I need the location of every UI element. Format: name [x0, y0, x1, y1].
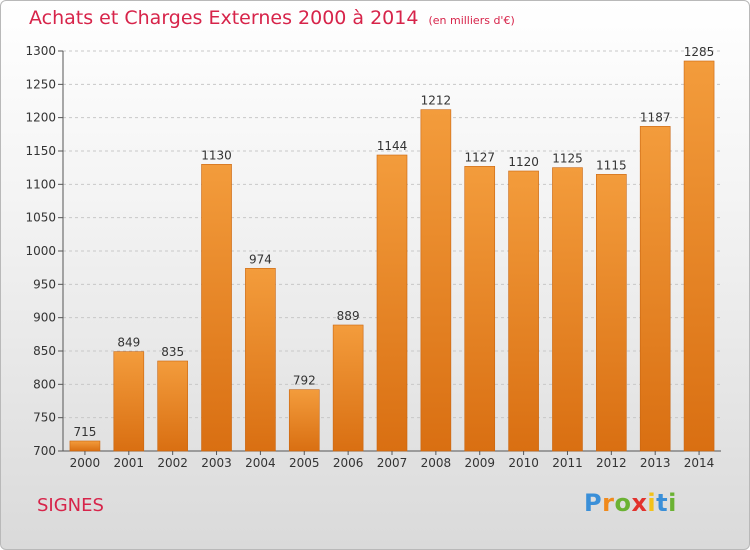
data-label: 835	[161, 345, 184, 359]
bar	[69, 440, 101, 452]
x-tick-label: 2010	[508, 456, 539, 470]
data-label: 889	[337, 309, 360, 323]
data-label: 1130	[201, 148, 232, 162]
x-tick-label: 2005	[289, 456, 320, 470]
bar	[245, 268, 276, 452]
data-label: 1125	[552, 152, 583, 166]
y-tick-label: 1300	[25, 44, 56, 58]
town-name: SIGNES	[37, 495, 104, 516]
bar	[639, 126, 671, 452]
logo-letter: r	[602, 489, 615, 517]
data-label: 1144	[377, 139, 408, 153]
logo-letter: t	[656, 489, 669, 517]
bar	[420, 109, 452, 452]
x-tick-label: 2012	[596, 456, 627, 470]
y-tick-label: 900	[33, 311, 56, 325]
x-tick-label: 2011	[552, 456, 583, 470]
proxiti-logo: Proxiti	[584, 489, 677, 517]
unit-text: (en milliers d'€)	[428, 14, 515, 27]
y-tick-label: 1000	[25, 244, 56, 258]
data-label: 849	[117, 336, 140, 350]
x-tick-label: 2013	[640, 456, 671, 470]
x-tick-labels: 2000 2001 2002 2003 2004 2005 2006 2007 2008 2009…	[70, 451, 715, 470]
y-tick-label: 700	[33, 444, 56, 458]
y-tick-label: 1250	[25, 77, 56, 91]
data-label: 974	[249, 252, 272, 266]
logo-letter: o	[614, 489, 632, 517]
logo-letter: i	[668, 489, 677, 517]
bar	[552, 167, 583, 452]
bars	[69, 60, 715, 452]
x-tick-label: 2014	[684, 456, 715, 470]
y-tick-label: 1150	[25, 144, 56, 158]
data-label: 792	[293, 374, 316, 388]
x-tick-label: 2003	[201, 456, 232, 470]
y-tick-label: 1200	[25, 111, 56, 125]
logo-letter: x	[631, 489, 648, 517]
chart-title: Achats et Charges Externes 2000 à 2014 (e…	[29, 7, 515, 29]
data-label: 1115	[596, 158, 627, 172]
logo-letter: i	[647, 489, 657, 517]
y-tick-label: 1100	[25, 177, 56, 191]
data-label: 1127	[464, 150, 495, 164]
x-tick-label: 2006	[333, 456, 364, 470]
title-text: Achats et Charges Externes 2000 à 2014	[29, 7, 419, 29]
x-tick-label: 2007	[377, 456, 408, 470]
bar	[508, 170, 539, 452]
bar	[332, 324, 364, 452]
x-tick-label: 2001	[114, 456, 145, 470]
data-label: 1285	[684, 45, 715, 59]
bar	[288, 389, 320, 452]
y-tick-label: 850	[33, 344, 56, 358]
bar	[113, 351, 145, 452]
bar	[201, 164, 232, 452]
y-tick-label: 950	[33, 277, 56, 291]
bar	[464, 166, 496, 452]
logo-letter: P	[584, 489, 603, 517]
bar	[596, 174, 627, 452]
data-labels: 715 849 835 1130 974 792 889 1144 1212 1127 1120 11…	[73, 45, 714, 439]
x-tick-label: 2002	[157, 456, 188, 470]
data-label: 715	[73, 425, 96, 439]
x-tick-label: 2004	[245, 456, 276, 470]
y-tick-label: 800	[33, 377, 56, 391]
data-label: 1120	[508, 155, 539, 169]
y-tick-label: 750	[33, 411, 56, 425]
bar	[683, 60, 715, 452]
data-label: 1212	[421, 94, 452, 108]
bar	[157, 360, 188, 452]
x-tick-label: 2000	[70, 456, 101, 470]
y-tick-label: 1050	[25, 211, 56, 225]
x-tick-label: 2009	[464, 456, 495, 470]
x-tick-label: 2008	[421, 456, 452, 470]
bar	[376, 154, 408, 452]
y-tick-labels: 700 750 800 850 900 950 1000 1050 1100 1150 1200 12…	[25, 44, 56, 458]
data-label: 1187	[640, 110, 671, 124]
